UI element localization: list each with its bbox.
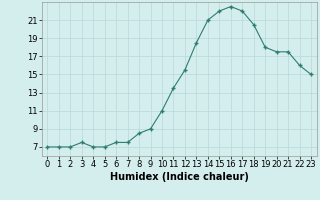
X-axis label: Humidex (Indice chaleur): Humidex (Indice chaleur) [110, 172, 249, 182]
